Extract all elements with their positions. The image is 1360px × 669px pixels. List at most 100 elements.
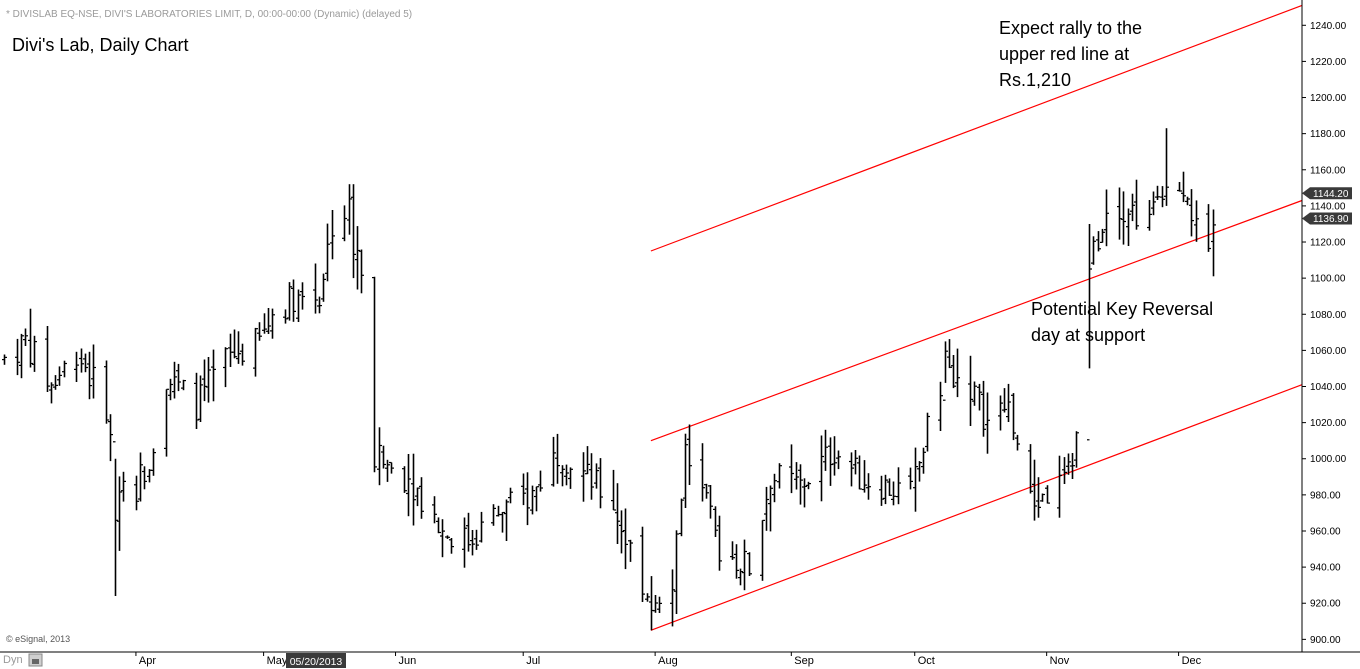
ohlc-bar bbox=[823, 429, 828, 471]
ohlc-bar bbox=[985, 392, 990, 454]
rally-annotation: Expect rally to the upper red line at Rs… bbox=[999, 18, 1142, 90]
ohlc-bar bbox=[819, 435, 824, 502]
ohlc-bar bbox=[1015, 434, 1020, 451]
rally-annotation-line-2: upper red line at bbox=[999, 44, 1129, 64]
ohlc-bar bbox=[581, 452, 586, 502]
ohlc-bar bbox=[359, 249, 364, 294]
ohlc-bar bbox=[921, 447, 926, 474]
price-tick-label: 1080.00 bbox=[1310, 310, 1347, 321]
ohlc-bar bbox=[1036, 477, 1041, 518]
ohlc-bar bbox=[1147, 200, 1152, 231]
price-tick-label: 1040.00 bbox=[1310, 382, 1347, 393]
ohlc-bar bbox=[377, 427, 382, 486]
ohlc-bar bbox=[15, 338, 20, 376]
ohlc-bar bbox=[951, 355, 956, 389]
ohlc-bar bbox=[853, 450, 858, 475]
ohlc-bar bbox=[628, 539, 633, 562]
ohlc-bar bbox=[704, 483, 709, 499]
ohlc-bar bbox=[1074, 431, 1079, 468]
dyn-label: Dyn bbox=[3, 654, 23, 666]
ohlc-bar bbox=[411, 453, 416, 526]
time-tick-label: Jun bbox=[399, 655, 417, 667]
ohlc-bar bbox=[449, 538, 454, 554]
ohlc-bar bbox=[670, 569, 675, 627]
ohlc-bar bbox=[1032, 459, 1037, 521]
ohlc-bar bbox=[555, 433, 560, 484]
ohlc-bar bbox=[1177, 182, 1182, 192]
ohlc-bar bbox=[913, 447, 918, 512]
ohlc-bar bbox=[134, 475, 139, 511]
ohlc-bar bbox=[1189, 189, 1194, 237]
price-tick-label: 900.00 bbox=[1310, 635, 1341, 646]
ohlc-bar bbox=[1006, 383, 1011, 422]
ohlc-bar bbox=[236, 331, 241, 364]
ohlc-bar bbox=[530, 485, 535, 515]
ohlc-bar bbox=[347, 184, 352, 235]
ohlc-bar bbox=[474, 529, 479, 550]
ohlc-bar bbox=[168, 378, 173, 401]
ohlc-bar bbox=[943, 341, 948, 401]
time-tick-label: Dec bbox=[1182, 655, 1202, 667]
ohlc-bar bbox=[798, 464, 803, 505]
ohlc-bar bbox=[747, 552, 752, 576]
ohlc-bar bbox=[172, 361, 177, 399]
ohlc-bar bbox=[500, 511, 505, 533]
time-tick-label: Jul bbox=[526, 655, 540, 667]
ohlc-bar bbox=[1087, 224, 1092, 441]
time-tick-label: Sep bbox=[794, 655, 814, 667]
ohlc-bar bbox=[589, 453, 594, 500]
ohlc-bar bbox=[440, 519, 445, 558]
ohlc-bar bbox=[504, 499, 509, 541]
ohlc-bar bbox=[381, 445, 386, 469]
ohlc-bar bbox=[1130, 193, 1135, 222]
ohlc-bar bbox=[955, 348, 960, 398]
ohlc-bar bbox=[594, 463, 599, 489]
price-tick-label: 1060.00 bbox=[1310, 346, 1347, 357]
ohlc-bar bbox=[1206, 204, 1211, 252]
ohlc-bar bbox=[108, 414, 113, 462]
ohlc-bar bbox=[385, 459, 390, 482]
price-tick-label: 1160.00 bbox=[1310, 165, 1346, 176]
time-tick-label: Aug bbox=[658, 655, 678, 667]
ohlc-bar bbox=[1070, 453, 1075, 479]
ohlc-bar bbox=[372, 276, 377, 473]
ohlc-bar bbox=[300, 282, 305, 310]
ohlc-bar bbox=[849, 452, 854, 487]
dyn-control[interactable]: Dyn bbox=[3, 653, 43, 667]
ohlc-bar bbox=[802, 478, 807, 508]
ohlc-bar bbox=[313, 263, 318, 314]
ohlc-bar bbox=[560, 465, 565, 487]
ohlc-bar bbox=[1134, 179, 1139, 230]
ohlc-bar bbox=[1104, 189, 1109, 247]
ohlc-bar bbox=[789, 444, 794, 494]
ohlc-bar bbox=[564, 464, 569, 486]
symbol-header: * DIVISLAB EQ-NSE, DIVI'S LABORATORIES L… bbox=[6, 9, 412, 20]
ohlc-bar bbox=[342, 205, 347, 242]
ohlc-bar bbox=[760, 519, 765, 581]
price-tick-label: 1240.00 bbox=[1310, 21, 1347, 32]
price-tick-label: 1000.00 bbox=[1310, 454, 1347, 465]
ohlc-bar bbox=[806, 481, 811, 490]
ohlc-bar bbox=[764, 486, 769, 531]
ohlc-bar bbox=[713, 506, 718, 537]
ohlc-bar bbox=[615, 483, 620, 544]
price-tick-label: 980.00 bbox=[1310, 490, 1341, 501]
ohlc-bar bbox=[262, 313, 267, 334]
ohlc-bar bbox=[1062, 457, 1067, 484]
ohlc-bar bbox=[508, 487, 513, 504]
ohlc-bar bbox=[432, 496, 437, 524]
ohlc-bar bbox=[938, 381, 943, 431]
ohlc-bar bbox=[887, 478, 892, 496]
trend-lines bbox=[650, 4, 1303, 631]
ohlc-bar bbox=[1194, 200, 1199, 242]
ohlc-bar bbox=[91, 344, 96, 399]
ohlc-bar bbox=[291, 279, 296, 322]
ohlc-bar bbox=[296, 289, 301, 322]
ohlc-bar bbox=[1185, 196, 1190, 206]
ohlc-bar bbox=[389, 461, 394, 474]
ohlc-bar bbox=[436, 517, 441, 534]
ohlc-bar bbox=[521, 473, 526, 506]
price-tick-label: 1120.00 bbox=[1310, 238, 1346, 249]
price-tick-label: 1220.00 bbox=[1310, 57, 1347, 68]
ohlc-bar bbox=[113, 441, 118, 596]
